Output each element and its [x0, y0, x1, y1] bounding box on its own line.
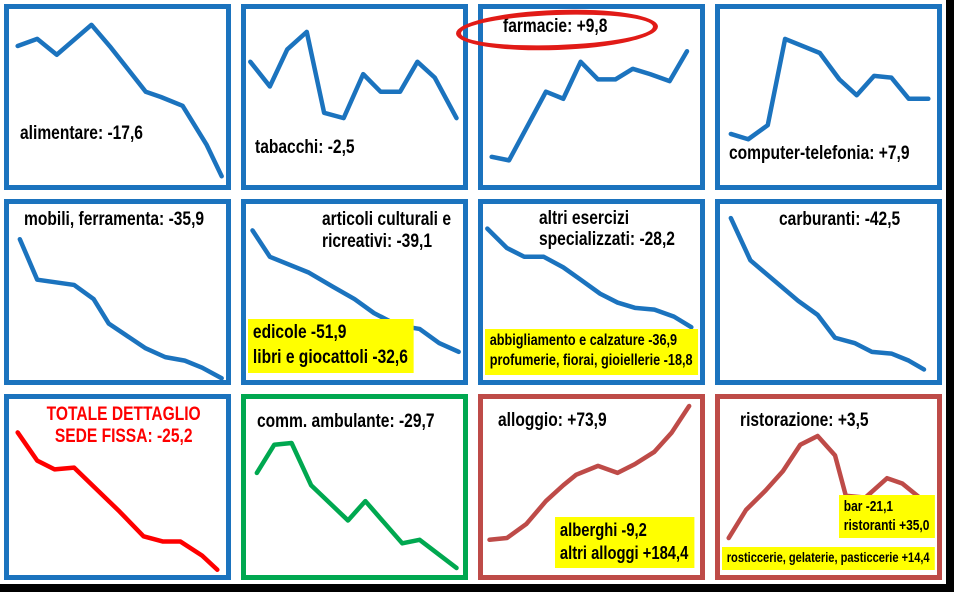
panel-title: carburanti: -42,5 [779, 209, 900, 230]
trend-line [18, 25, 222, 176]
panel-title: TOTALE DETTAGLIO SEDE FISSA: -25,2 [44, 404, 204, 447]
panel-title: alloggio: +73,9 [498, 410, 607, 431]
highlight-note: rosticcerie, gelaterie, pasticcerie +14,… [722, 546, 936, 570]
panel-title: computer-telefonia: +7,9 [729, 143, 910, 164]
panel-articoli-culturali: articoli culturali e ricreativi: -39,1 ed… [241, 199, 468, 385]
panel-title: articoli culturali e ricreativi: -39,1 [322, 209, 451, 252]
highlight-line: edicole -51,9 [253, 322, 347, 344]
panel-alloggio: alloggio: +73,9 alberghi -9,2 altri allog… [478, 394, 705, 580]
panel-title-line: ricreativi: -39,1 [321, 230, 432, 252]
panel-tabacchi: tabacchi: -2,5 [241, 4, 468, 190]
sparkline-chart [720, 399, 937, 575]
highlight-line: alberghi -9,2 [559, 519, 647, 540]
panel-alimentare: alimentare: -17,6 [4, 4, 231, 190]
sparkline-chart [246, 204, 463, 380]
highlight-line: altri alloggi +184,4 [559, 542, 688, 563]
panel-title-line: articoli culturali e [321, 209, 451, 231]
panel-title-line: specializzati: -28,2 [539, 228, 676, 250]
highlight-note: edicole -51,9 libri e giocattoli -32,6 [248, 319, 414, 373]
sparkline-chart [483, 204, 700, 380]
panel-title: ristorazione: +3,5 [740, 410, 869, 431]
panel-altri-esercizi: altri esercizi specializzati: -28,2 abbig… [478, 199, 705, 385]
highlight-line: ristoranti +35,0 [844, 516, 930, 534]
panel-mobili-ferramenta: mobili, ferramenta: -35,9 [4, 199, 231, 385]
sparkline-chart [9, 399, 226, 575]
panel-title-line: ristorazione: +3,5 [739, 409, 869, 431]
panel-title: tabacchi: -2,5 [255, 137, 355, 158]
trend-line [492, 51, 687, 160]
trend-line [731, 218, 924, 369]
sparkline-chart [483, 399, 700, 575]
panel-title: alimentare: -17,6 [20, 123, 143, 144]
panel-title-line: alloggio: +73,9 [498, 409, 607, 431]
panel-farmacie: farmacie: +9,8 [455, 4, 705, 190]
sparkline-chart [9, 204, 226, 380]
trend-line [253, 230, 459, 351]
sparkline-chart [246, 399, 463, 575]
trend-line [20, 239, 222, 378]
panel-title-line: carburanti: -42,5 [778, 209, 900, 231]
trend-line [18, 432, 218, 569]
trend-line [487, 229, 691, 328]
highlight-note: abbigliamento e calzature -36,9 profumeri… [485, 328, 699, 375]
highlight-line: bar -21,1 [844, 497, 894, 515]
panel-title-line: computer-telefonia: +7,9 [728, 142, 910, 164]
panel-title-line: mobili, ferramenta: -35,9 [24, 209, 205, 231]
panel-title-line: SEDE FISSA: -25,2 [55, 425, 193, 447]
panel-comm-ambulante: comm. ambulante: -29,7 [241, 394, 468, 580]
panel-title-line: TOTALE DETTAGLIO [46, 404, 202, 426]
panel-title-line: altri esercizi [539, 207, 630, 229]
panel-title-line: comm. ambulante: -29,7 [256, 411, 435, 433]
sparkline-chart [720, 9, 937, 185]
panel-title: farmacie: +9,8 [503, 16, 607, 37]
highlight-note: alberghi -9,2 altri alloggi +184,4 [554, 516, 694, 568]
chart-grid: alimentare: -17,6 tabacchi: -2,5 farmaci… [0, 0, 946, 584]
panel-computer-telefonia: computer-telefonia: +7,9 [715, 4, 942, 190]
trend-line [490, 406, 690, 540]
highlight-line: rosticcerie, gelaterie, pasticcerie +14,… [726, 548, 930, 565]
highlight-line: profumerie, fiorai, gioiellerie -18,8 [489, 352, 693, 370]
trend-line [731, 39, 928, 139]
panel-title-line: alimentare: -17,6 [19, 123, 143, 145]
sparkline-chart [720, 204, 937, 380]
trend-line [729, 436, 922, 538]
trend-line [250, 32, 456, 118]
panel-ristorazione: ristorazione: +3,5 bar -21,1 ristoranti +… [715, 394, 942, 580]
panel-title: mobili, ferramenta: -35,9 [24, 209, 204, 230]
panel-title-line: tabacchi: -2,5 [254, 137, 355, 159]
highlight-line: abbigliamento e calzature -36,9 [489, 331, 678, 349]
sparkline-chart [483, 9, 700, 185]
trend-line [257, 443, 457, 568]
panel-title: comm. ambulante: -29,7 [257, 411, 434, 432]
highlight-note: bar -21,1 ristoranti +35,0 [839, 494, 936, 539]
panel-totale-dettaglio: TOTALE DETTAGLIO SEDE FISSA: -25,2 [4, 394, 231, 580]
sparkline-chart [246, 9, 463, 185]
panel-title-line: farmacie: +9,8 [502, 16, 607, 38]
panel-title: altri esercizi specializzati: -28,2 [539, 208, 675, 251]
highlight-line: libri e giocattoli -32,6 [253, 346, 409, 368]
sparkline-chart [9, 9, 226, 185]
panel-carburanti: carburanti: -42,5 [715, 199, 942, 385]
